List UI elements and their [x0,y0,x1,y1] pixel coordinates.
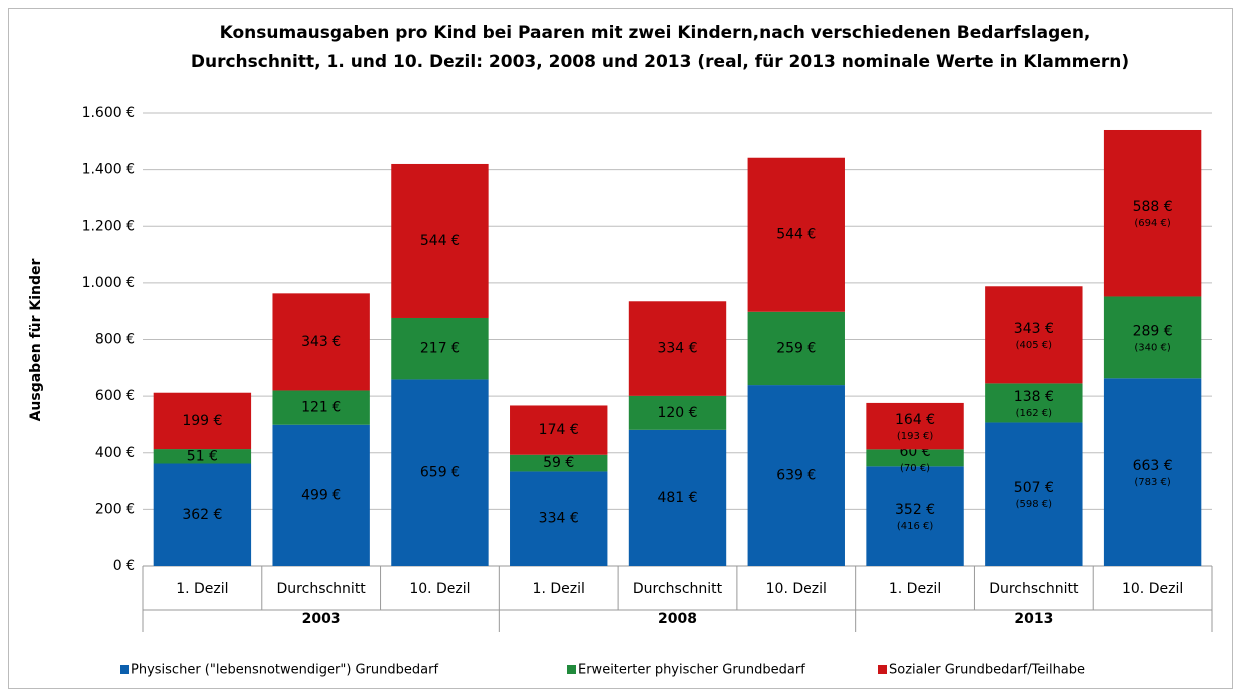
x-tick-label: Durchschnitt [633,581,723,597]
nominal-label: (405 €) [1016,340,1053,351]
x-tick-label: Durchschnitt [989,581,1079,597]
bar-segment [1103,378,1202,566]
nominal-label: (70 €) [900,463,930,474]
bar-segment [628,301,727,396]
bar-segment [510,405,608,455]
nominal-label: (598 €) [1016,499,1053,510]
bar-segment [985,286,1083,384]
bar-segment [747,157,845,312]
x-tick-label: 1. Dezil [176,581,228,597]
data-label: 639 € [776,468,816,484]
nominal-label: (162 €) [1016,408,1053,419]
y-tick-label: 1.600 € [82,105,135,121]
bar-segment [747,385,845,566]
x-tick-label: 1. Dezil [889,581,941,597]
bar-segment [1103,296,1202,379]
y-tick-label: 600 € [95,388,135,404]
nominal-label: (783 €) [1134,477,1171,488]
data-label: 121 € [301,400,341,416]
bar-segment [866,466,964,566]
bar-segment [628,395,727,430]
bar-segment [985,422,1083,566]
group-label: 2013 [1014,611,1053,627]
nominal-label: (193 €) [897,431,934,442]
data-label: 120 € [657,405,697,421]
data-label: 588 € [1133,199,1173,215]
data-label: 334 € [657,341,697,357]
y-tick-label: 1.200 € [82,218,135,234]
y-tick-label: 0 € [113,558,135,574]
data-label: 51 € [187,448,218,464]
y-tick-label: 1.000 € [82,275,135,291]
data-label: 199 € [182,413,222,429]
bar-segment [747,311,845,386]
data-label: 507 € [1014,480,1054,496]
bar-segment [391,163,489,318]
group-label: 2008 [658,611,697,627]
bar-segment [153,463,252,566]
legend-label: Sozialer Grundbedarf/Teilhabe [889,663,1085,678]
chart-title: Konsumausgaben pro Kind bei Paaren mit z… [220,23,1091,43]
data-label: 164 € [895,412,935,428]
bar-segment [866,402,964,450]
legend-label: Erweiterter phyischer Grundbedarf [578,663,805,678]
data-label: 289 € [1133,323,1173,339]
chart-title: Durchschnitt, 1. und 10. Dezil: 2003, 20… [191,52,1129,72]
bar-segment [985,383,1083,423]
bar-segment [391,317,489,380]
bar-segment [272,293,370,391]
y-tick-label: 200 € [95,501,135,517]
x-tick-label: Durchschnitt [277,581,367,597]
legend-label: Physischer ("lebensnotwendiger") Grundbe… [131,663,438,678]
x-tick-label: 10. Dezil [1122,581,1183,597]
data-label: 217 € [420,341,460,357]
legend-swatch [120,665,129,674]
y-tick-label: 800 € [95,332,135,348]
x-tick-label: 10. Dezil [409,581,470,597]
data-label: 174 € [539,422,579,438]
legend-swatch [878,665,887,674]
bar-segment [272,424,370,566]
bar-segment [510,471,608,566]
bar-segment [153,449,252,464]
data-label: 343 € [1014,321,1054,337]
data-label: 334 € [539,511,579,527]
x-tick-label: 1. Dezil [533,581,585,597]
data-label: 499 € [301,487,341,503]
data-label: 362 € [182,507,222,523]
data-label: 481 € [657,490,697,506]
data-label: 544 € [776,227,816,243]
data-label: 259 € [776,340,816,356]
data-label: 343 € [301,334,341,350]
data-label: 59 € [543,455,574,471]
bar-segment [272,390,370,425]
data-label: 659 € [420,465,460,481]
nominal-label: (416 €) [897,521,934,532]
bar-segment [866,449,964,467]
y-axis-label: Ausgaben für Kinder [28,258,44,421]
data-label: 663 € [1133,458,1173,474]
group-label: 2003 [302,611,341,627]
legend-swatch [567,665,576,674]
nominal-label: (340 €) [1134,342,1171,353]
bar-segment [628,429,727,566]
bar-segment [391,379,489,566]
data-label: 544 € [420,233,460,249]
nominal-label: (694 €) [1134,218,1171,229]
x-tick-label: 10. Dezil [766,581,827,597]
y-tick-label: 400 € [95,445,135,461]
data-label: 352 € [895,502,935,518]
y-tick-label: 1.400 € [82,162,135,178]
data-label: 138 € [1014,389,1054,405]
bar-segment [153,392,252,450]
bar-segment [1103,129,1202,297]
bar-segment [510,454,608,472]
